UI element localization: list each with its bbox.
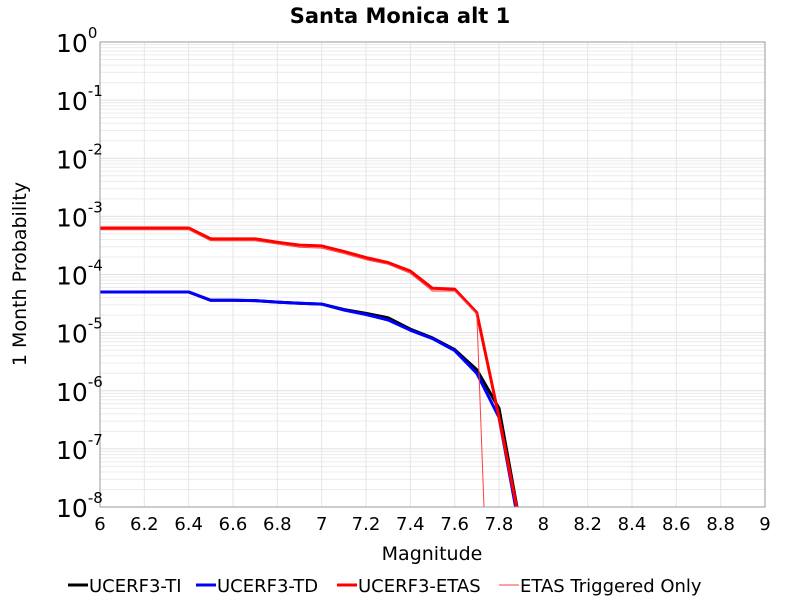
y-tick-label: 10-8 [56, 489, 103, 523]
y-tick-label: 10-1 [56, 82, 103, 116]
legend-label: ETAS Triggered Only [520, 576, 702, 597]
y-tick-label: 10-5 [56, 315, 103, 349]
x-tick-label: 7.4 [396, 514, 425, 535]
series-lines [100, 226, 519, 508]
x-axis-label: Magnitude [382, 543, 483, 565]
x-tick-label: 8.4 [618, 514, 647, 535]
plot-border [99, 41, 766, 508]
x-tick-labels: 6 6.2 6.4 6.6 6.8 7 7.2 7.4 7.6 7.8 8 8.2 8.4 8.6 8.8 9 [94, 514, 770, 535]
x-tick-label: 6.2 [130, 514, 159, 535]
x-tick-label: 8.2 [573, 514, 602, 535]
x-tick-label: 6.8 [263, 514, 292, 535]
y-tick-label: 10-6 [56, 373, 103, 407]
grid [99, 42, 766, 508]
y-tick-label: 10-2 [56, 140, 103, 174]
x-tick-label: 8.8 [706, 514, 735, 535]
legend: UCERF3-TI UCERF3-TD UCERF3-ETAS ETAS Trigge… [68, 576, 702, 597]
series-line-ucerf3-etas [100, 226, 519, 508]
series-line-ucerf3-td [100, 290, 518, 508]
legend-label: UCERF3-TD [217, 576, 318, 597]
y-axis-label: 1 Month Probability [9, 182, 31, 366]
x-tick-label: 9 [759, 514, 770, 535]
x-tick-label: 7 [316, 514, 327, 535]
y-tick-label: 10-4 [56, 257, 103, 291]
x-tick-label: 6 [94, 514, 105, 535]
y-tick-labels: 100 10-1 10-2 10-3 10-4 10-5 10-6 10-7 10-8 [56, 24, 103, 523]
y-tick-label: 10-3 [56, 198, 103, 232]
x-tick-label: 6.6 [219, 514, 248, 535]
x-tick-label: 8 [538, 514, 549, 535]
x-tick-label: 8.6 [662, 514, 691, 535]
y-tick-label: 100 [56, 24, 97, 58]
legend-label: UCERF3-ETAS [358, 576, 481, 597]
y-tick-label: 10-7 [56, 431, 103, 465]
series-line-etas-triggered-only [100, 229, 485, 508]
x-tick-label: 6.4 [174, 514, 203, 535]
x-tick-label: 7.2 [352, 514, 381, 535]
chart-title: Santa Monica alt 1 [290, 4, 511, 28]
x-tick-label: 7.6 [440, 514, 469, 535]
x-tick-label: 7.8 [485, 514, 514, 535]
legend-label: UCERF3-TI [89, 576, 182, 597]
